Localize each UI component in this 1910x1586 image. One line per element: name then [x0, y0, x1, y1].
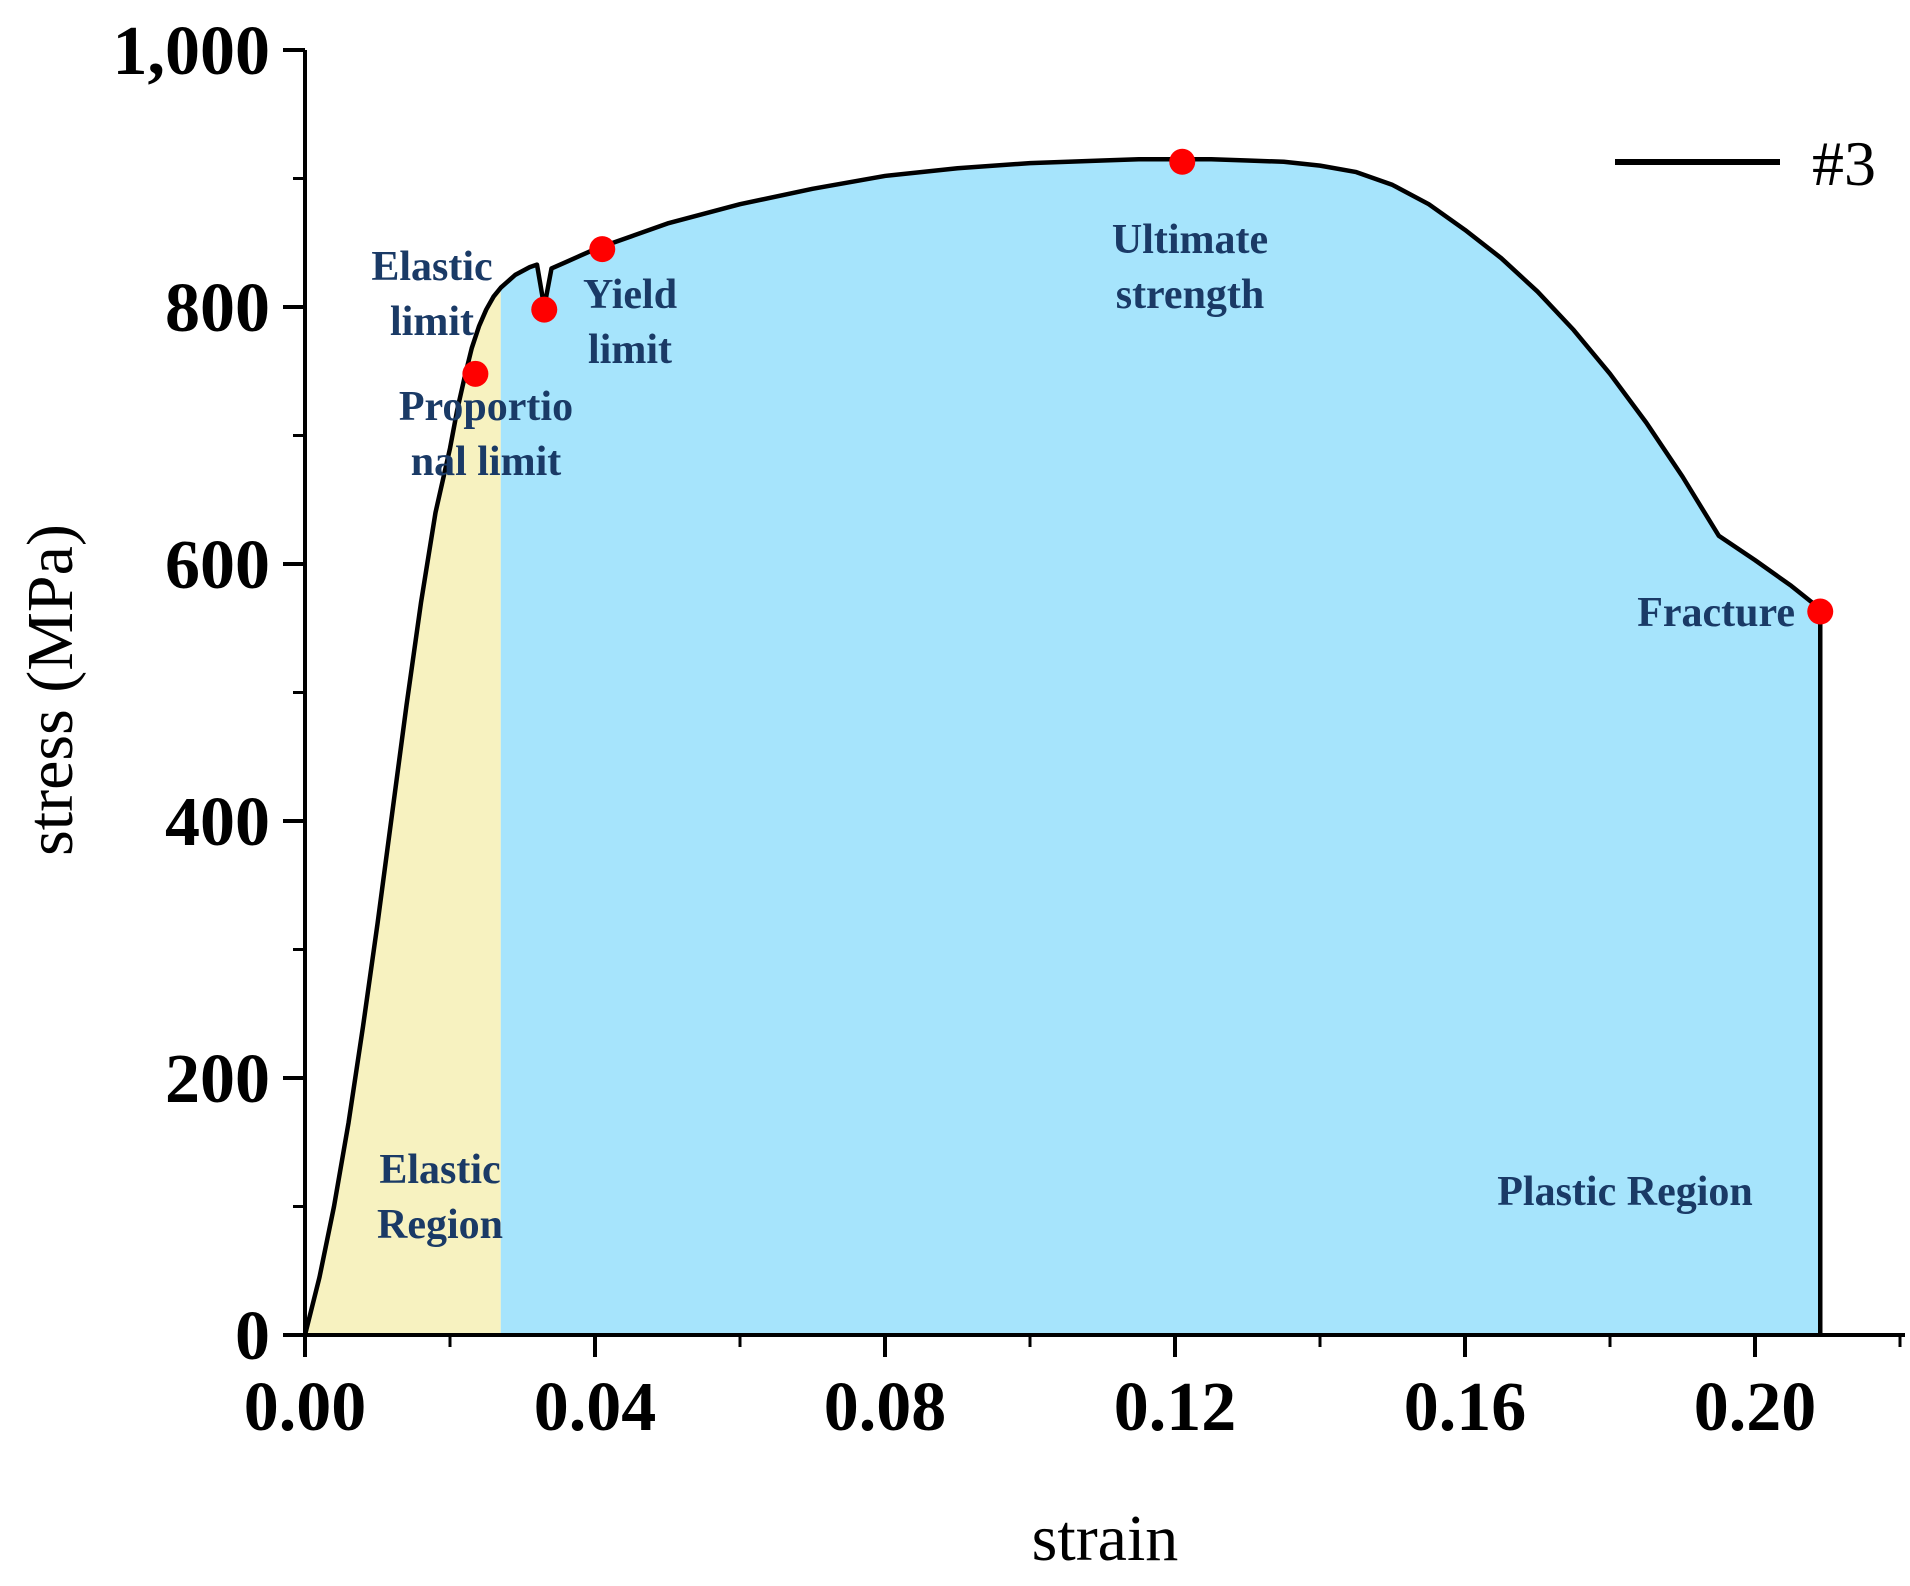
- y-ticks: 0 200 400 600 800 1,000: [113, 13, 305, 1375]
- label-yield-limit-line: Yield: [583, 272, 677, 318]
- y-tick-label: 800: [165, 270, 270, 347]
- point-proportional-limit: [462, 360, 489, 387]
- label-yield-limit-line: limit: [588, 327, 672, 373]
- label-elastic-region: Elastic Region: [377, 1147, 503, 1248]
- axes: 0.00 0.04 0.08 0.12 0.16 0.20 0 200 400 600 800 1,…: [113, 13, 1905, 1446]
- label-proportional-limit-line: Proportio: [399, 384, 573, 430]
- x-tick-label: 0.12: [1114, 1369, 1237, 1446]
- label-ultimate-strength-line: strength: [1116, 272, 1265, 318]
- label-elastic-limit-line: Elastic: [371, 244, 492, 290]
- x-tick-label: 0.08: [824, 1369, 947, 1446]
- point-fracture: [1807, 598, 1834, 625]
- label-elastic-region-line: Elastic: [379, 1147, 500, 1193]
- x-tick-label: 0.20: [1694, 1369, 1817, 1446]
- region-fills: [305, 159, 1821, 1336]
- label-proportional-limit: Proportio nal limit: [399, 384, 573, 485]
- y-tick-label: 200: [165, 1041, 270, 1118]
- label-plastic-region: Plastic Region: [1497, 1169, 1752, 1215]
- curve-layer: [302, 156, 1823, 1336]
- point-elastic-limit: [531, 296, 558, 323]
- series-3-line: [302, 156, 1823, 1336]
- y-tick-label: 1,000: [113, 13, 271, 90]
- y-tick-label: 600: [165, 527, 270, 604]
- x-tick-label: 0.04: [534, 1369, 657, 1446]
- x-axis-title: strain: [1032, 1502, 1179, 1575]
- annotations: Elastic limit Proportio nal limit Yield limit…: [371, 217, 1795, 1248]
- label-ultimate-strength: Ultimate strength: [1112, 217, 1268, 318]
- label-plastic-region-line: Plastic Region: [1497, 1169, 1752, 1215]
- y-tick-label: 0: [235, 1298, 270, 1375]
- elastic-region-fill: [305, 287, 501, 1336]
- y-axis-title: stress (MPa): [14, 524, 87, 856]
- label-elastic-limit-line: limit: [390, 299, 474, 345]
- label-fracture-line: Fracture: [1637, 590, 1795, 636]
- key-points: [462, 148, 1834, 625]
- legend-label-series-3: #3: [1812, 128, 1876, 199]
- label-elastic-limit: Elastic limit: [371, 244, 492, 345]
- plastic-region-fill: [500, 159, 1821, 1336]
- y-tick-label: 400: [165, 784, 270, 861]
- x-tick-label: 0.00: [244, 1369, 367, 1446]
- x-ticks: 0.00 0.04 0.08 0.12 0.16 0.20: [244, 1335, 1902, 1446]
- x-tick-label: 0.16: [1404, 1369, 1527, 1446]
- label-ultimate-strength-line: Ultimate: [1112, 217, 1268, 263]
- point-ultimate-strength: [1169, 148, 1196, 175]
- point-yield-limit: [589, 236, 616, 263]
- legend: #3: [1615, 128, 1876, 199]
- label-elastic-region-line: Region: [377, 1202, 503, 1248]
- label-yield-limit: Yield limit: [583, 272, 677, 373]
- label-fracture: Fracture: [1637, 590, 1795, 636]
- label-proportional-limit-line: nal limit: [411, 439, 562, 485]
